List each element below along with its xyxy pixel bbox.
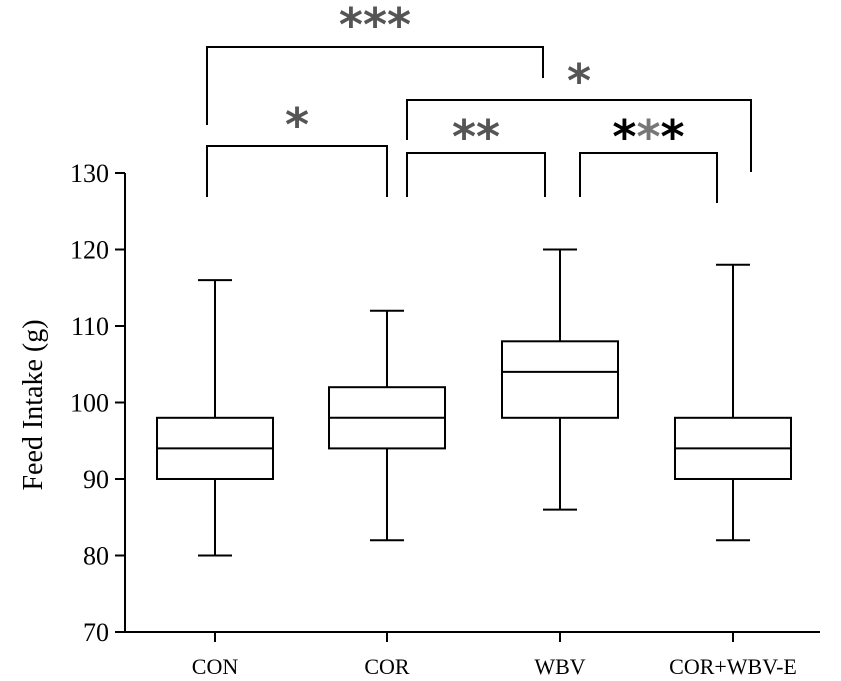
iqr-box <box>501 340 619 419</box>
x-category-label: COR <box>364 654 410 679</box>
significance-label: * <box>567 54 591 108</box>
significance-label: ** <box>452 110 500 164</box>
bracket-line <box>406 152 546 197</box>
significance-bracket: *** <box>579 110 718 203</box>
y-tick-label: 130 <box>70 159 109 188</box>
significance-label: *** <box>612 110 684 164</box>
axes: 70 80 90 100 110 120 130 CON COR WBV COR+WBV-E <box>70 159 820 679</box>
significance-bracket: ** <box>406 110 546 197</box>
bracket-line <box>579 152 718 203</box>
x-category-label: CON <box>192 654 239 679</box>
box-cor <box>328 309 446 542</box>
box-series <box>156 248 792 557</box>
box-con <box>156 279 274 557</box>
y-tick-label: 70 <box>83 618 109 647</box>
significance-label: * <box>285 98 309 152</box>
y-tick-label: 110 <box>71 312 109 341</box>
bracket-line <box>206 46 544 125</box>
significance-label: *** <box>339 0 411 52</box>
y-tick-label: 120 <box>70 236 109 265</box>
y-tick-label: 80 <box>83 542 109 571</box>
significance-bracket: * <box>206 98 388 197</box>
x-category-label: COR+WBV-E <box>669 654 797 679</box>
bracket-line <box>206 145 388 197</box>
significance-bracket: *** <box>206 0 544 125</box>
significance-bracket: * <box>406 54 752 172</box>
significance-brackets: ***** ** *** <box>206 0 752 203</box>
y-axis-title: Feed Intake (g) <box>18 319 49 490</box>
bracket-line <box>406 99 752 172</box>
x-category-label: WBV <box>534 654 585 679</box>
y-tick-label: 90 <box>83 465 109 494</box>
box-wbv <box>501 248 619 511</box>
box-cor-wbv-e <box>674 263 792 542</box>
y-tick-label: 100 <box>70 389 109 418</box>
